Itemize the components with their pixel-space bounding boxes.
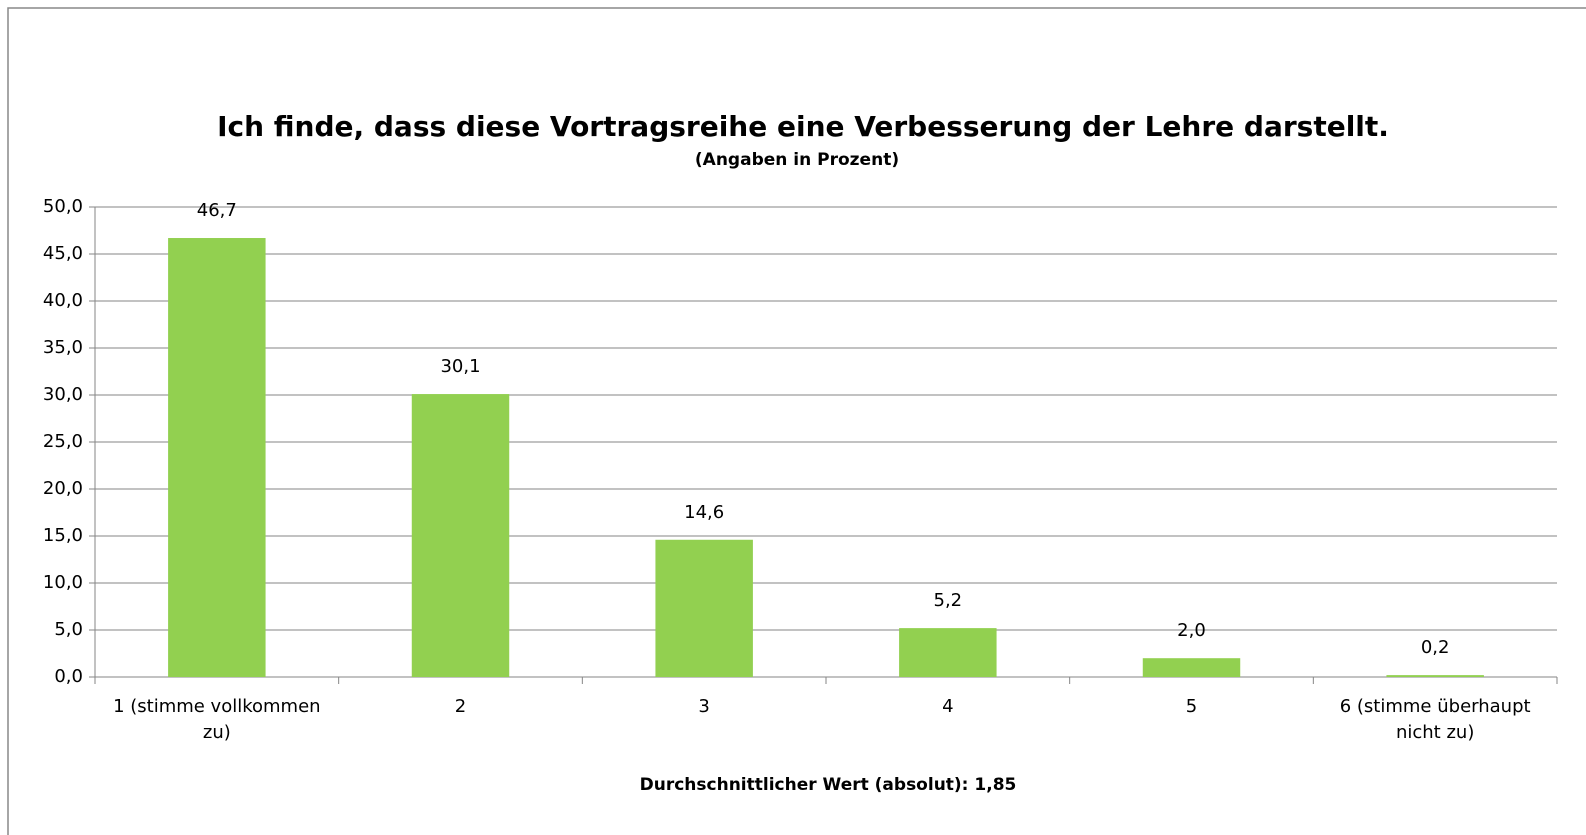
x-axis-label: Durchschnittlicher Wert (absolut): 1,85 (640, 775, 1017, 795)
value-label: 46,7 (197, 200, 237, 221)
bar (1142, 658, 1241, 677)
x-tick-label: 5 (1185, 696, 1198, 717)
x-tick-label: 6 (stimme überhaupt nicht zu) (1339, 696, 1531, 743)
value-label: 5,2 (934, 590, 963, 611)
y-tick-label: 40,0 (43, 290, 83, 311)
value-label: 2,0 (1177, 620, 1206, 641)
y-tick-label: 10,0 (43, 572, 83, 593)
y-tick-label: 20,0 (43, 478, 83, 499)
x-tick-label: 4 (942, 696, 954, 717)
y-tick-label: 5,0 (54, 619, 83, 640)
y-tick-label: 45,0 (43, 243, 83, 264)
x-tick-label: 1 (stimme vollkommen zu) (113, 696, 321, 743)
value-label: 14,6 (684, 502, 724, 523)
x-tick-label: 2 (454, 696, 467, 717)
x-tick-label: 3 (698, 696, 710, 717)
y-tick-label: 30,0 (43, 384, 83, 405)
y-tick-label: 0,0 (54, 666, 83, 687)
value-label: 30,1 (440, 356, 480, 377)
y-tick-label: 35,0 (43, 337, 83, 358)
chart-subtitle: (Angaben in Prozent) (695, 150, 899, 170)
chart-frame (7, 7, 1586, 835)
bar (411, 394, 510, 677)
bar (899, 628, 997, 677)
y-tick-label: 25,0 (43, 431, 83, 452)
y-tick-label: 15,0 (43, 525, 83, 546)
value-label: 0,2 (1421, 637, 1450, 658)
bar (1386, 675, 1484, 677)
y-tick-label: 50,0 (43, 196, 83, 217)
bar (655, 539, 753, 677)
chart-title: Ich finde, dass diese Vortragsreihe eine… (217, 110, 1389, 143)
bar (168, 238, 266, 677)
